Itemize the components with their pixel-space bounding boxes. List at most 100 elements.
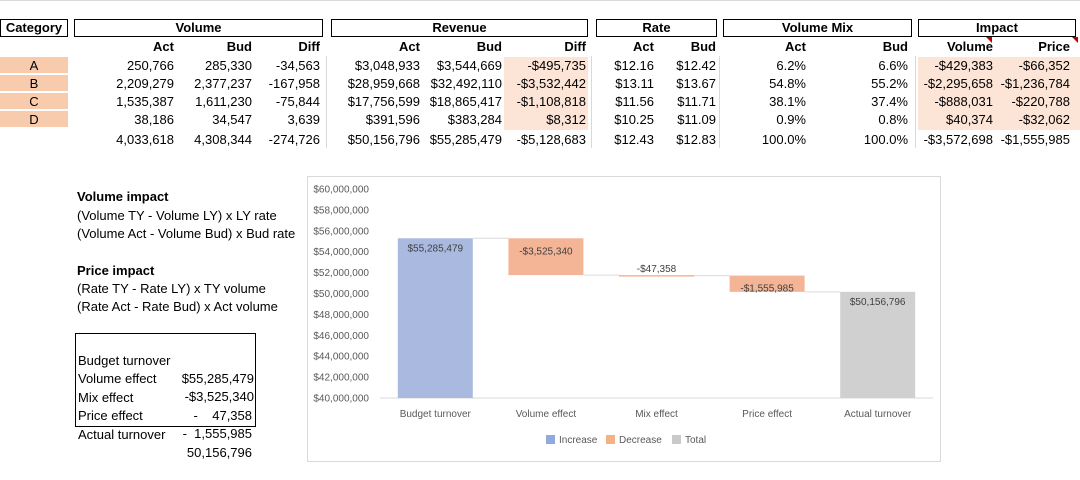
table-cell: 285,330 [205, 58, 252, 73]
impact-group-header: Impact [918, 19, 1076, 37]
waterfall-bar [729, 275, 805, 292]
comment-marker [1072, 37, 1078, 43]
table-cell: 6.2% [776, 58, 806, 73]
summary-label: Price effect [78, 408, 143, 423]
data-label: $50,156,796 [850, 297, 906, 308]
summary-row: Actual turnover 50,156,796 [78, 408, 254, 460]
table-cell: 1,611,230 [195, 94, 252, 109]
table-cell: 38.1% [769, 94, 806, 109]
table-cell: $12.42 [676, 58, 716, 73]
table-cell: $11.56 [615, 94, 654, 109]
summary-row: Mix effect - 47,358 [78, 371, 254, 423]
data-label: -$47,358 [637, 264, 677, 275]
table-cell: 250,766 [127, 58, 174, 73]
revenue-group-header: Revenue [331, 19, 588, 37]
rate-bud-header: Bud [690, 39, 716, 54]
volume-impact-formula-1: (Volume TY - Volume LY) x LY rate [77, 208, 277, 223]
column-separator [326, 56, 327, 148]
total-cell: -$5,128,683 [516, 132, 586, 147]
table-cell: $8,312 [546, 112, 586, 127]
y-tick-label: $46,000,000 [313, 331, 369, 342]
data-label: $55,285,479 [407, 243, 463, 254]
impact-highlight [918, 57, 1080, 130]
table-cell: 0.8% [878, 112, 908, 127]
table-cell: -$220,788 [1011, 94, 1070, 109]
total-cell: $12.43 [614, 132, 654, 147]
table-cell: -$66,352 [1018, 58, 1070, 73]
table-cell: 0.9% [776, 112, 806, 127]
mix-bud-header: Bud [882, 39, 908, 54]
table-cell: -75,844 [275, 94, 320, 109]
column-separator [915, 56, 916, 148]
table-cell: -$888,031 [934, 94, 993, 109]
imp-price-header: Price [1038, 39, 1070, 54]
y-tick-label: $54,000,000 [313, 247, 369, 258]
summary-row: Volume effect -$3,525,340 [78, 352, 254, 404]
table-cell: 37.4% [871, 94, 908, 109]
price-impact-formula-2: (Rate Act - Rate Bud) x Act volume [77, 299, 278, 314]
chart-canvas: $40,000,000 $42,000,000 $44,000,000 $46,000… [313, 185, 933, 446]
total-cell: 100.0% [863, 132, 908, 147]
table-cell: 1,535,387 [116, 94, 174, 109]
y-tick-label: $58,000,000 [313, 205, 369, 216]
column-separator [591, 56, 592, 148]
table-cell: -$1,236,784 [1000, 76, 1070, 91]
table-cell: $10.25 [614, 112, 654, 127]
rev-bud-header: Bud [476, 39, 502, 54]
y-tick-label: $48,000,000 [313, 310, 369, 321]
table-cell: $28,959,668 [347, 76, 420, 91]
vol-bud-header: Bud [226, 39, 252, 54]
legend-swatch [606, 435, 615, 444]
y-tick-label: $60,000,000 [313, 185, 369, 196]
table-cell: 38,186 [134, 112, 174, 127]
legend-swatch [672, 435, 681, 444]
table-cell: -$1,108,818 [516, 94, 586, 109]
total-cell: $55,285,479 [429, 132, 502, 147]
data-label: -$1,555,985 [740, 284, 794, 295]
mix-act-header: Act [785, 39, 806, 54]
table-cell: -$429,383 [934, 58, 993, 73]
vol-diff-header: Diff [298, 39, 320, 54]
category-cell: D [0, 111, 68, 128]
y-tick-label: $42,000,000 [313, 373, 369, 384]
total-cell: 4,033,618 [116, 132, 174, 147]
summary-row: Budget turnover $55,285,479 [78, 334, 254, 386]
total-cell: $50,156,796 [347, 132, 420, 147]
x-tick-label: Budget turnover [400, 409, 472, 420]
total-cell: 100.0% [761, 132, 806, 147]
waterfall-bar [397, 238, 473, 398]
table-cell: 55.2% [871, 76, 908, 91]
x-tick-label: Volume effect [516, 409, 577, 420]
summary-label: Volume effect [78, 371, 157, 386]
table-cell: 3,639 [287, 112, 320, 127]
table-cell: -$32,062 [1018, 112, 1070, 127]
table-cell: -34,563 [275, 58, 320, 73]
total-cell: 4,308,344 [194, 132, 252, 147]
price-impact-title: Price impact [77, 263, 155, 278]
table-cell: $11.71 [677, 94, 716, 109]
rev-act-header: Act [399, 39, 420, 54]
table-cell: $391,596 [365, 112, 420, 127]
rate-act-header: Act [633, 39, 654, 54]
y-tick-label: $56,000,000 [313, 226, 369, 237]
summary-value: - 1,555,985 [182, 426, 252, 441]
total-cell: -274,726 [268, 132, 320, 147]
table-cell: $3,048,933 [354, 58, 420, 73]
sheet-top-border [0, 0, 1080, 1]
table-cell: $11.09 [677, 112, 716, 127]
table-cell: $13.11 [615, 76, 654, 91]
table-cell: 34,547 [212, 112, 252, 127]
table-cell: -167,958 [268, 76, 320, 91]
summary-value: - 47,358 [193, 408, 252, 423]
table-cell: 54.8% [769, 76, 806, 91]
table-cell: 2,377,237 [194, 76, 252, 91]
table-cell: -$2,295,658 [923, 76, 993, 91]
rev-diff-header: Diff [564, 39, 586, 54]
summary-box: Budget turnover $55,285,479 Volume effec… [75, 333, 256, 460]
volume-impact-title: Volume impact [77, 189, 169, 204]
table-cell: $17,756,599 [347, 94, 420, 109]
table-cell: $13.67 [676, 76, 716, 91]
y-tick-label: $52,000,000 [313, 268, 369, 279]
table-cell: 2,209,279 [116, 76, 174, 91]
waterfall-chart[interactable]: $40,000,000 $42,000,000 $44,000,000 $46,000… [307, 176, 941, 462]
